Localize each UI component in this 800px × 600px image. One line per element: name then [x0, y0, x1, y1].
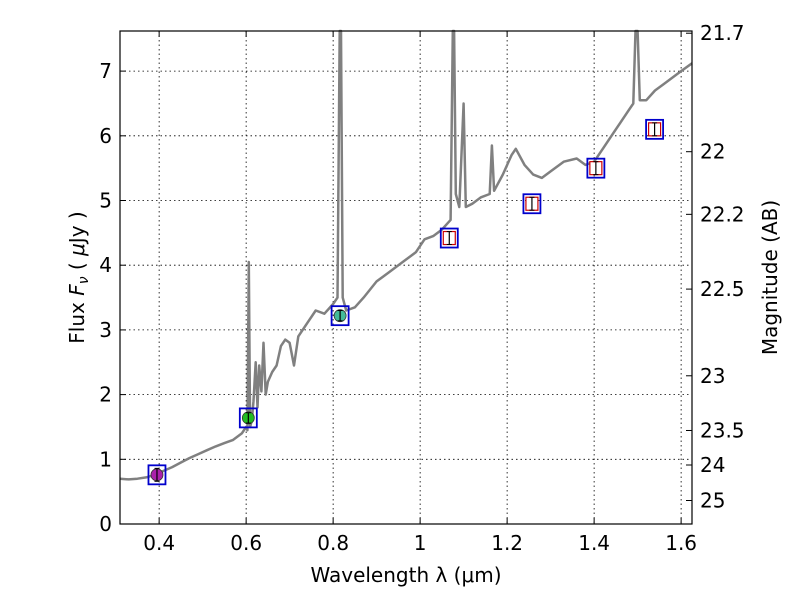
photometry-outer-box [522, 193, 542, 215]
photometry-outer-box [586, 157, 606, 179]
y-tick-label: 7 [99, 59, 112, 83]
photometry-outer-box [147, 464, 167, 486]
y-tick-label: 0 [99, 512, 112, 536]
photometry-point [147, 464, 167, 486]
spectrum-layer [119, 29, 693, 481]
y-tick-label: 2 [99, 383, 112, 407]
spectrum-line [119, 29, 693, 481]
photometry-outer-box [439, 227, 459, 249]
photometry-points [147, 118, 664, 486]
y-axis-title-symbol: F [65, 284, 89, 296]
axis-ticks: 0.4 0.6 0.8 1 1.2 1.4 1.60123456721.72222.222.… [99, 21, 744, 555]
photometry-outer-box [238, 407, 258, 429]
photometry-outer-box [645, 118, 664, 140]
y-axis-title-paren: ( [65, 256, 89, 277]
y-tick-label: 1 [99, 447, 112, 471]
y-axis-title-mu: μ [65, 243, 89, 257]
y-tick-label: 3 [99, 318, 112, 342]
photometry-point [645, 118, 664, 140]
y-axis-title-prefix: Flux [65, 296, 89, 344]
mag-tick-label: 24 [700, 453, 725, 477]
photometry-point [330, 305, 350, 327]
y-axis-title: Flux Fν ( μJy ) [65, 211, 92, 343]
mag-tick-label: 22.2 [700, 202, 745, 226]
x-tick-label: 0.4 [143, 531, 175, 555]
y-tick-label: 6 [99, 124, 112, 148]
y-axis-title-subscript: ν [76, 276, 92, 284]
x-axis-title: Wavelength λ (μm) [310, 563, 501, 587]
mag-tick-label: 23.5 [700, 418, 745, 442]
photometry-point [586, 157, 606, 179]
mag-tick-label: 22.5 [700, 277, 745, 301]
mag-tick-label: 21.7 [700, 21, 745, 45]
mag-tick-label: 25 [700, 489, 725, 513]
x-tick-label: 0.6 [230, 531, 262, 555]
x-tick-label: 1.2 [491, 531, 523, 555]
x-tick-label: 1.4 [578, 531, 610, 555]
x-tick-label: 1.6 [665, 531, 697, 555]
y-axis-title-unit: Jy ) [65, 211, 89, 245]
photometry-outer-box [330, 305, 350, 327]
mag-tick-label: 23 [700, 364, 725, 388]
y-tick-label: 5 [99, 189, 112, 213]
x-tick-label: 0.8 [317, 531, 349, 555]
y-tick-label: 4 [99, 253, 112, 277]
y2-axis-title: Magnitude (AB) [758, 200, 782, 355]
photometry-point [522, 193, 542, 215]
plot-frame [119, 30, 693, 525]
photometry-point [439, 227, 459, 249]
mag-tick-label: 22 [700, 140, 725, 164]
photometry-point [238, 407, 258, 429]
x-tick-label: 1 [414, 531, 427, 555]
grid-lines [120, 31, 692, 524]
